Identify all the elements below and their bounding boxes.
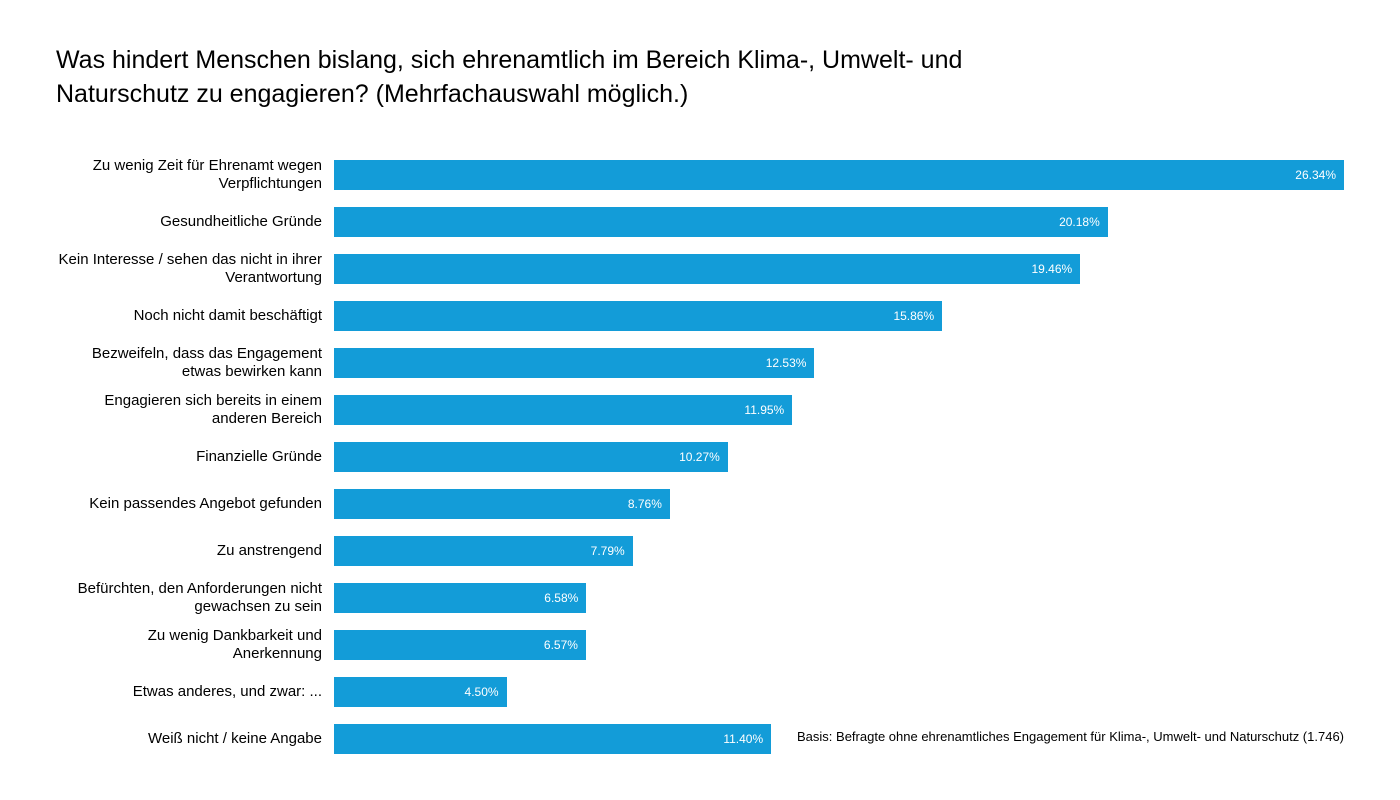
- bar-value: 10.27%: [679, 450, 720, 464]
- bar-row: Kein Interesse / sehen das nicht in ihre…: [56, 254, 1344, 284]
- bar: 6.57%: [334, 630, 586, 660]
- bar-value: 11.40%: [723, 732, 763, 746]
- bar-row: Zu anstrengend 7.79%: [56, 536, 1344, 566]
- bar-track: 4.50%: [334, 677, 1344, 707]
- bar: 7.79%: [334, 536, 633, 566]
- bar-label: Befürchten, den Anforderungen nicht gewa…: [56, 580, 334, 615]
- bar-track: 19.46%: [334, 254, 1344, 284]
- bar: 20.18%: [334, 207, 1108, 237]
- bar-row: Etwas anderes, und zwar: ... 4.50%: [56, 677, 1344, 707]
- bar-label: Bezweifeln, dass das Engagement etwas be…: [56, 345, 334, 380]
- bar: 10.27%: [334, 442, 728, 472]
- bar-row: Finanzielle Gründe 10.27%: [56, 442, 1344, 472]
- bar-label: Zu wenig Zeit für Ehrenamt wegen Verpfli…: [56, 157, 334, 192]
- bar-value: 6.58%: [544, 591, 578, 605]
- bar-track: 20.18%: [334, 207, 1344, 237]
- chart-footnote: Basis: Befragte ohne ehrenamtliches Enga…: [797, 729, 1344, 744]
- bar-value: 6.57%: [544, 638, 578, 652]
- bar-track: 12.53%: [334, 348, 1344, 378]
- bar-value: 4.50%: [465, 685, 499, 699]
- bar: 8.76%: [334, 489, 670, 519]
- bar-value: 8.76%: [628, 497, 662, 511]
- bar-row: Noch nicht damit beschäftigt 15.86%: [56, 301, 1344, 331]
- bar-track: 7.79%: [334, 536, 1344, 566]
- bar-chart: Zu wenig Zeit für Ehrenamt wegen Verpfli…: [56, 160, 1344, 754]
- bar-value: 20.18%: [1059, 215, 1100, 229]
- bar-track: 15.86%: [334, 301, 1344, 331]
- bar-label: Weiß nicht / keine Angabe: [56, 730, 334, 747]
- bar-track: 11.95%: [334, 395, 1344, 425]
- bar: 19.46%: [334, 254, 1080, 284]
- bar-track: 10.27%: [334, 442, 1344, 472]
- bar-label: Kein Interesse / sehen das nicht in ihre…: [56, 251, 334, 286]
- bar-label: Zu wenig Dankbarkeit und Anerkennung: [56, 627, 334, 662]
- bar: 11.40%: [334, 724, 771, 754]
- bar-track: 26.34%: [334, 160, 1344, 190]
- bar-value: 12.53%: [766, 356, 807, 370]
- bar-row: Gesundheitliche Gründe 20.18%: [56, 207, 1344, 237]
- bar-row: Befürchten, den Anforderungen nicht gewa…: [56, 583, 1344, 613]
- bar-value: 19.46%: [1031, 262, 1072, 276]
- bar-row: Zu wenig Zeit für Ehrenamt wegen Verpfli…: [56, 160, 1344, 190]
- bar: 15.86%: [334, 301, 942, 331]
- chart-title: Was hindert Menschen bislang, sich ehren…: [56, 44, 1096, 112]
- bar: 12.53%: [334, 348, 814, 378]
- bar-label: Etwas anderes, und zwar: ...: [56, 683, 334, 700]
- bar-label: Engagieren sich bereits in einem anderen…: [56, 392, 334, 427]
- bar-track: 6.58%: [334, 583, 1344, 613]
- bar-label: Noch nicht damit beschäftigt: [56, 307, 334, 324]
- bar-track: 6.57%: [334, 630, 1344, 660]
- bar-value: 11.95%: [744, 403, 784, 417]
- bar: 4.50%: [334, 677, 507, 707]
- bar-row: Zu wenig Dankbarkeit und Anerkennung 6.57…: [56, 630, 1344, 660]
- bar-value: 26.34%: [1295, 168, 1336, 182]
- bar-label: Gesundheitliche Gründe: [56, 213, 334, 230]
- bar: 6.58%: [334, 583, 586, 613]
- bar-label: Kein passendes Angebot gefunden: [56, 495, 334, 512]
- bar-value: 15.86%: [893, 309, 934, 323]
- bar-row: Kein passendes Angebot gefunden 8.76%: [56, 489, 1344, 519]
- bar-row: Bezweifeln, dass das Engagement etwas be…: [56, 348, 1344, 378]
- bar: 26.34%: [334, 160, 1344, 190]
- bar: 11.95%: [334, 395, 792, 425]
- bar-value: 7.79%: [591, 544, 625, 558]
- bar-label: Zu anstrengend: [56, 542, 334, 559]
- bar-row: Engagieren sich bereits in einem anderen…: [56, 395, 1344, 425]
- bar-track: 8.76%: [334, 489, 1344, 519]
- bar-label: Finanzielle Gründe: [56, 448, 334, 465]
